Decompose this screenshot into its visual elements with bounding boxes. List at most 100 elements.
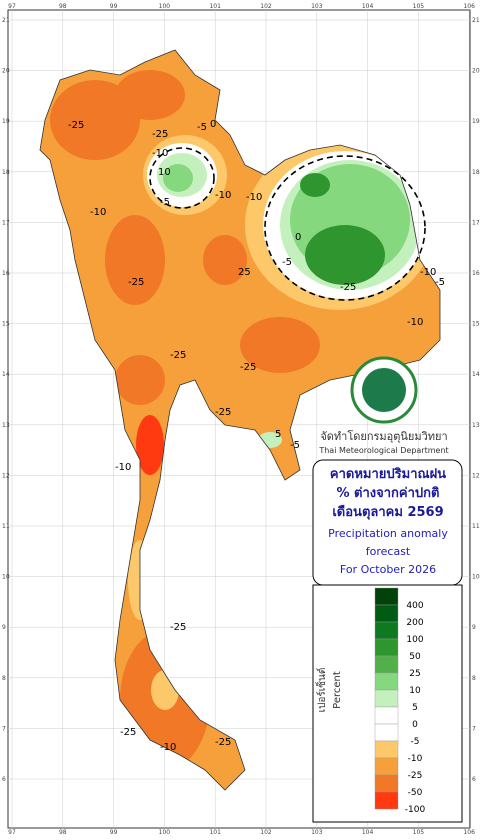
lat-label-right: 21: [472, 17, 480, 24]
contour-label: -5: [160, 197, 170, 208]
lat-label-left: 17: [2, 219, 10, 226]
legend-label: 10: [409, 686, 421, 696]
legend-label: 400: [406, 601, 423, 611]
lon-label-top: 100: [159, 3, 171, 10]
lat-label-right: 15: [472, 321, 480, 328]
contour-label: -10: [90, 207, 106, 218]
legend-swatch: [374, 672, 399, 691]
contour-label: -10: [152, 148, 168, 159]
legend-swatch: [374, 638, 399, 657]
lat-label-left: 10: [2, 574, 10, 581]
lon-label-top: 105: [413, 3, 425, 10]
legend-swatch: [374, 757, 399, 776]
legend-swatch: [374, 689, 399, 708]
department-en: Thai Meteorological Department: [318, 446, 448, 455]
lat-label-left: 21: [2, 17, 10, 24]
lat-label-left: 11: [2, 523, 10, 530]
contour-label: -25: [240, 362, 256, 373]
legend-swatch: [374, 604, 399, 623]
legend-swatch: [374, 706, 399, 725]
legend-label: 5: [412, 703, 418, 713]
legend-label: -5: [411, 737, 420, 747]
lat-label-left: 16: [2, 270, 10, 277]
legend-label: -100: [405, 805, 426, 815]
lat-label-right: 16: [472, 270, 480, 277]
lat-label-left: 9: [2, 624, 6, 631]
lat-label-right: 13: [472, 422, 480, 429]
contour-label: 25: [238, 267, 251, 278]
lon-label-bottom: 102: [260, 829, 272, 836]
logo-inner: [362, 368, 406, 412]
contour-label: 10: [158, 167, 171, 178]
lat-label-right: 11: [472, 523, 480, 530]
lon-label-top: 106: [463, 3, 475, 10]
contour-label: 0: [295, 232, 301, 243]
contour-label: -10: [246, 192, 262, 203]
lat-label-right: 9: [472, 624, 476, 631]
legend-label: -10: [408, 754, 423, 764]
title-en: forecast: [366, 545, 411, 558]
legend-swatch: [374, 791, 399, 810]
department-th: จัดทำโดยกรมอุตุนิยมวิทยา: [320, 429, 447, 443]
contour-label: -5: [282, 257, 292, 268]
lat-label-right: 20: [472, 68, 480, 75]
lat-label-right: 19: [472, 118, 480, 125]
lon-label-top: 101: [209, 3, 221, 10]
title-th: เดือนตุลาคม 2569: [332, 504, 443, 520]
legend-label: 100: [406, 635, 423, 645]
legend-swatch: [374, 723, 399, 742]
contour-label: -5: [290, 440, 300, 451]
contour-label: -25: [215, 407, 231, 418]
lon-label-bottom: 103: [311, 829, 323, 836]
contour-label: 5: [275, 429, 281, 440]
legend-swatch: [374, 740, 399, 759]
contour-label: -25: [170, 350, 186, 361]
contour-label: -25: [128, 277, 144, 288]
contour-label: -25: [340, 282, 356, 293]
legend-swatch: [374, 621, 399, 640]
lon-label-bottom: 101: [209, 829, 221, 836]
contour-label: -25: [215, 737, 231, 748]
lon-label-top: 102: [260, 3, 272, 10]
title-th: % ต่างจากค่าปกติ: [337, 486, 440, 501]
lon-label-bottom: 98: [59, 829, 67, 836]
contour-label: -25: [152, 129, 168, 140]
lon-label-bottom: 99: [110, 829, 118, 836]
lat-label-left: 8: [2, 675, 6, 682]
lat-label-right: 14: [472, 371, 480, 378]
lat-label-right: 18: [472, 169, 480, 176]
lat-label-left: 14: [2, 371, 10, 378]
legend-label: 200: [406, 618, 423, 628]
title-en: Precipitation anomaly: [328, 527, 448, 540]
legend-swatch: [374, 587, 399, 606]
lat-label-left: 18: [2, 169, 10, 176]
legend-title-en: Percent: [332, 671, 343, 709]
lat-label-right: 17: [472, 219, 480, 226]
lon-label-bottom: 104: [362, 829, 374, 836]
lat-label-right: 8: [472, 675, 476, 682]
title-en: For October 2026: [340, 563, 436, 576]
legend-label: 25: [409, 669, 420, 679]
lat-label-left: 19: [2, 118, 10, 125]
lon-label-bottom: 105: [413, 829, 425, 836]
lon-label-top: 97: [8, 3, 16, 10]
contour-label: -10: [420, 267, 436, 278]
lat-label-left: 13: [2, 422, 10, 429]
lon-label-bottom: 100: [159, 829, 171, 836]
contour-label: -10: [115, 462, 131, 473]
contour-label: -10: [160, 742, 176, 753]
lat-label-left: 20: [2, 68, 10, 75]
legend-swatch: [374, 655, 399, 674]
legend-label: 50: [409, 652, 421, 662]
contour-label: -10: [407, 317, 423, 328]
lat-label-left: 7: [2, 725, 6, 732]
lat-label-right: 12: [472, 472, 480, 479]
lon-label-top: 99: [110, 3, 118, 10]
legend-title-th: เปอร์เซ็นต์: [314, 668, 328, 713]
lat-label-left: 12: [2, 472, 10, 479]
title-th: คาดหมายปริมาณฝน: [330, 467, 446, 482]
contour-label: -5: [435, 277, 445, 288]
legend-label: 0: [412, 720, 418, 730]
contour-line: [149, 147, 215, 209]
